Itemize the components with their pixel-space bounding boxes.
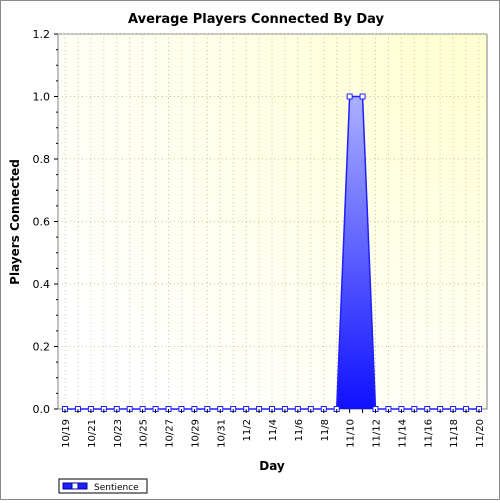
legend: Sentience (58, 478, 148, 494)
x-tick-label: 10/25 (139, 419, 150, 448)
x-tick-label: 11/8 (320, 419, 331, 441)
data-point (359, 93, 366, 100)
y-tick-label: 1.2 (33, 28, 51, 41)
x-tick-label: 11/2 (242, 419, 253, 441)
x-tick-label: 11/6 (294, 419, 305, 441)
x-axis-label: Day (259, 459, 285, 473)
legend-label: Sentience (94, 483, 139, 493)
y-tick-label: 0.6 (33, 216, 51, 229)
chart-title: Average Players Connected By Day (128, 12, 384, 27)
x-tick-label: 11/14 (397, 419, 408, 448)
x-tick-label: 11/10 (346, 419, 357, 448)
x-tick-label: 10/21 (87, 419, 98, 448)
x-tick-label: 10/29 (190, 419, 201, 448)
x-tick-label: 11/20 (475, 419, 486, 448)
x-tick-label: 11/4 (268, 419, 279, 441)
y-tick-label: 0.0 (33, 403, 51, 416)
y-tick-label: 0.8 (33, 153, 51, 166)
x-tick-label: 11/18 (449, 419, 460, 448)
x-tick-label: 10/27 (165, 419, 176, 448)
x-tick-label: 10/23 (113, 419, 124, 448)
y-tick-label: 0.4 (33, 278, 51, 291)
data-point (346, 93, 353, 100)
x-tick-label: 10/31 (216, 419, 227, 448)
y-axis: 0.0 0.2 0.4 0.6 0.8 1.0 1.2 (33, 28, 58, 416)
legend-marker-icon (71, 482, 79, 490)
x-axis: 10/19 10/21 10/23 10/25 10/27 10/29 10/31 11/2 1… (61, 409, 486, 448)
x-tick-label: 11/16 (423, 419, 434, 448)
grid-lines (58, 33, 487, 409)
y-tick-label: 1.0 (33, 91, 51, 104)
y-axis-label: Players Connected (8, 159, 22, 285)
x-tick-label: 11/12 (372, 419, 383, 448)
x-tick-label: 10/19 (61, 419, 72, 448)
y-tick-label: 0.2 (33, 341, 51, 354)
